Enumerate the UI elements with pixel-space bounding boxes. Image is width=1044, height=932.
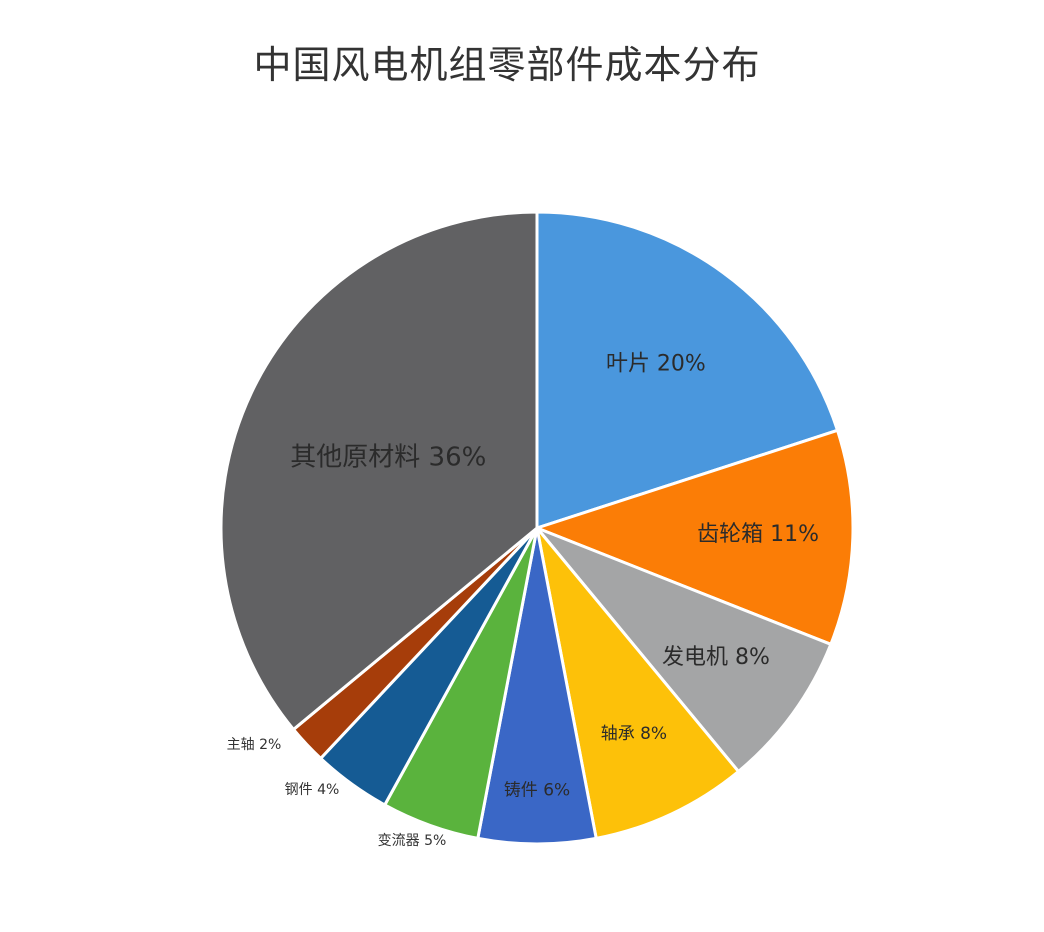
pie-slice-3 bbox=[535, 526, 833, 773]
slice-label-1: 叶片 20% bbox=[606, 351, 706, 376]
pie-labels: 叶片 20% 齿轮箱 11% 发电机 8% 轴承 8% 铸件 6% 变流器 5% 钢件 4%… bbox=[227, 351, 819, 849]
pie-slice-2 bbox=[535, 428, 855, 646]
slice-label-6: 变流器 5% bbox=[378, 833, 447, 849]
pie-slice-4 bbox=[535, 526, 740, 840]
pie-slice-1 bbox=[535, 210, 840, 530]
slice-label-7: 钢件 4% bbox=[285, 782, 340, 798]
pie-slice-5 bbox=[476, 526, 598, 846]
slice-label-5: 铸件 6% bbox=[504, 780, 570, 800]
pie-slice-9 bbox=[219, 210, 539, 731]
slice-label-3: 发电机 8% bbox=[662, 645, 770, 670]
slice-label-9: 其他原材料 36% bbox=[290, 443, 486, 473]
slice-label-2: 齿轮箱 11% bbox=[697, 522, 819, 547]
slice-label-4: 轴承 8% bbox=[601, 724, 667, 744]
chart-title: 中国风电机组零部件成本分布 bbox=[253, 43, 761, 87]
pie-slices bbox=[219, 210, 855, 846]
slice-label-8: 主轴 2% bbox=[227, 737, 282, 753]
